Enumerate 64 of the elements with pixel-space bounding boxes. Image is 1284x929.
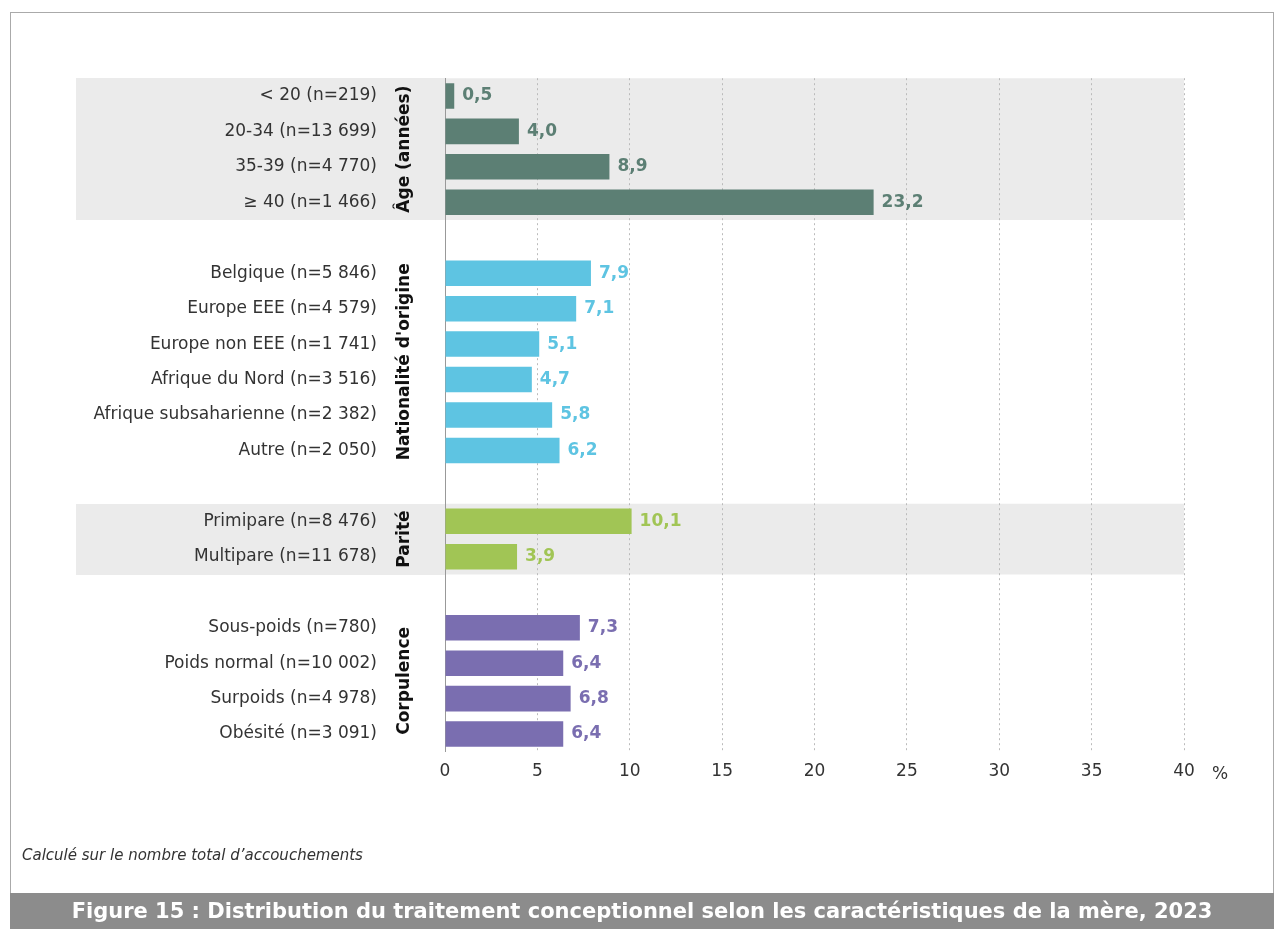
y-tick-label: Autre (n=2 050) — [238, 438, 377, 459]
text: Nationalité d'origine — [393, 263, 414, 461]
bar — [445, 437, 560, 464]
data-label: 10,1 — [639, 509, 682, 530]
data-label: 23,2 — [881, 190, 924, 211]
y-tick-label: 35-39 (n=4 770) — [235, 155, 377, 176]
x-tick-label: 30 — [988, 760, 1011, 781]
data-label: 0,5 — [462, 84, 493, 105]
data-label: 5,1 — [547, 332, 578, 353]
bar — [445, 189, 874, 216]
bar — [445, 118, 519, 145]
bar — [445, 544, 518, 570]
bar — [445, 721, 564, 747]
bar — [445, 508, 632, 535]
x-tick-label: 10 — [618, 760, 641, 781]
data-label: 8,9 — [617, 155, 648, 176]
data-label: 3,9 — [525, 545, 556, 566]
bar — [445, 402, 553, 428]
y-tick-label: Obésité (n=3 091) — [219, 722, 377, 743]
data-label: 5,8 — [560, 403, 591, 424]
data-label: 6,8 — [578, 687, 609, 708]
text: Âge (années) — [392, 85, 414, 213]
data-label: 6,2 — [567, 438, 598, 459]
y-tick-label: Europe EEE (n=4 579) — [187, 297, 377, 318]
bar — [445, 614, 580, 641]
text: Parité — [393, 510, 414, 568]
bar — [445, 260, 591, 286]
y-tick-label: Europe non EEE (n=1 741) — [149, 332, 377, 353]
bar — [445, 154, 610, 180]
data-label: 4,0 — [526, 119, 558, 140]
x-tick-label: 0 — [439, 760, 451, 781]
text: Figure 15 : Distribution du traitement conceptionnel selon les caractéristiques de la mère, 2023 — [10, 893, 1274, 929]
bar — [445, 295, 577, 322]
y-tick-label: ≥ 40 (n=1 466) — [243, 190, 377, 211]
bar — [445, 685, 571, 712]
data-label: 7,3 — [587, 616, 618, 637]
y-tick-label: Poids normal (n=10 002) — [164, 651, 377, 672]
bar — [445, 366, 532, 393]
x-tick-label: 20 — [803, 760, 826, 781]
x-axis-title: % — [1212, 763, 1229, 784]
y-tick-label: Sous-poids (n=780) — [208, 616, 377, 637]
bar — [445, 83, 455, 109]
y-tick-label: < 20 (n=219) — [259, 84, 377, 105]
x-tick-label: 5 — [531, 760, 543, 781]
x-tick-label: 25 — [896, 760, 918, 781]
y-tick-label: 20-34 (n=13 699) — [224, 119, 377, 140]
y-tick-label: Afrique du Nord (n=3 516) — [150, 367, 377, 388]
x-tick-label: 35 — [1080, 760, 1103, 781]
bar — [445, 331, 540, 357]
text: Corpulence — [393, 626, 414, 735]
text: Calculé sur le nombre total d’accouchements — [22, 846, 363, 864]
bar — [445, 650, 564, 676]
x-tick-label: 15 — [711, 760, 733, 781]
data-label: 6,4 — [571, 651, 602, 672]
x-tick-label: 40 — [1173, 760, 1195, 781]
data-label: 7,9 — [598, 261, 630, 282]
data-label: 7,1 — [584, 297, 615, 318]
y-tick-label: Belgique (n=5 846) — [210, 261, 377, 282]
data-label: 4,7 — [539, 367, 570, 388]
y-tick-label: Multipare (n=11 678) — [193, 545, 377, 566]
y-tick-label: Primipare (n=8 476) — [203, 509, 377, 530]
y-tick-label: Surpoids (n=4 978) — [210, 687, 377, 708]
data-label: 6,4 — [571, 722, 602, 743]
y-tick-label: Afrique subsaharienne (n=2 382) — [93, 403, 377, 424]
